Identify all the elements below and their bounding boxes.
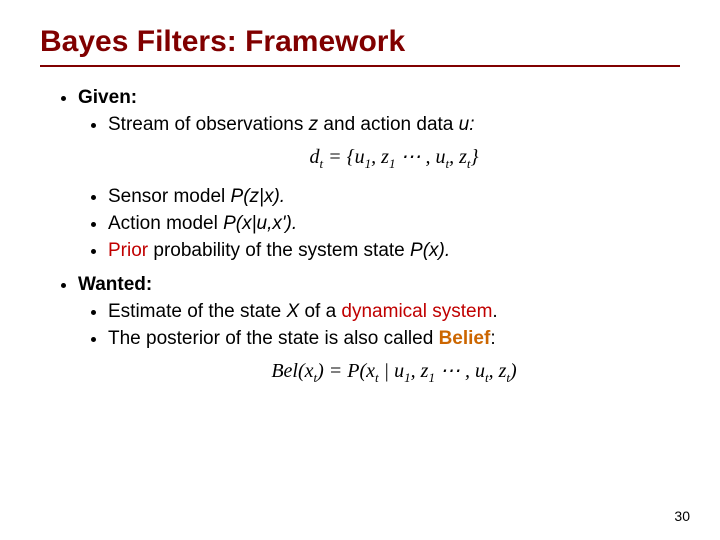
given-label: Given: xyxy=(78,87,137,108)
formula-data-stream: dt = {u1, z1 ⋯ , ut, zt} xyxy=(108,144,680,172)
estimate-suffix: . xyxy=(492,301,497,322)
given-sublist: Stream of observations z and action data… xyxy=(78,114,680,262)
given-item-sensor: Sensor model P(z|x). xyxy=(108,186,680,208)
prior-expr: P(x). xyxy=(410,240,450,261)
given-item-action: Action model P(x|u,x'). xyxy=(108,213,680,235)
wanted-item-posterior: The posterior of the state is also calle… xyxy=(108,328,680,386)
page-number: 30 xyxy=(674,508,690,524)
stream-prefix: Stream of observations xyxy=(108,114,309,135)
prior-prefix: Prior xyxy=(108,240,153,261)
stream-mid: and action data xyxy=(318,114,459,135)
given-section: Given: Stream of observations z and acti… xyxy=(78,87,680,262)
estimate-mid: of a xyxy=(299,301,341,322)
wanted-sublist: Estimate of the state X of a dynamical s… xyxy=(78,301,680,386)
slide-content: Bayes Filters: Framework Given: Stream o… xyxy=(0,0,720,420)
sensor-expr: P(z|x). xyxy=(231,186,286,207)
sensor-prefix: Sensor model xyxy=(108,186,231,207)
prior-mid: probability of the system state xyxy=(153,240,410,261)
stream-u: u: xyxy=(459,114,475,135)
slide-title: Bayes Filters: Framework xyxy=(40,25,680,67)
stream-z: z xyxy=(309,114,319,135)
top-bullet-list: Given: Stream of observations z and acti… xyxy=(40,87,680,386)
given-item-prior: Prior probability of the system state P(… xyxy=(108,240,680,262)
wanted-section: Wanted: Estimate of the state X of a dyn… xyxy=(78,274,680,386)
given-item-stream: Stream of observations z and action data… xyxy=(108,114,680,172)
posterior-belief: Belief xyxy=(439,328,491,349)
wanted-item-estimate: Estimate of the state X of a dynamical s… xyxy=(108,301,680,323)
estimate-x: X xyxy=(286,301,299,322)
estimate-dyn: dynamical system xyxy=(341,301,492,322)
action-expr: P(x|u,x'). xyxy=(223,213,297,234)
posterior-prefix: The posterior of the state is also calle… xyxy=(108,328,439,349)
estimate-prefix: Estimate of the state xyxy=(108,301,286,322)
action-prefix: Action model xyxy=(108,213,223,234)
wanted-label: Wanted: xyxy=(78,274,152,295)
posterior-suffix: : xyxy=(490,328,495,349)
formula-belief: Bel(xt) = P(xt | u1, z1 ⋯ , ut, zt) xyxy=(108,358,680,386)
